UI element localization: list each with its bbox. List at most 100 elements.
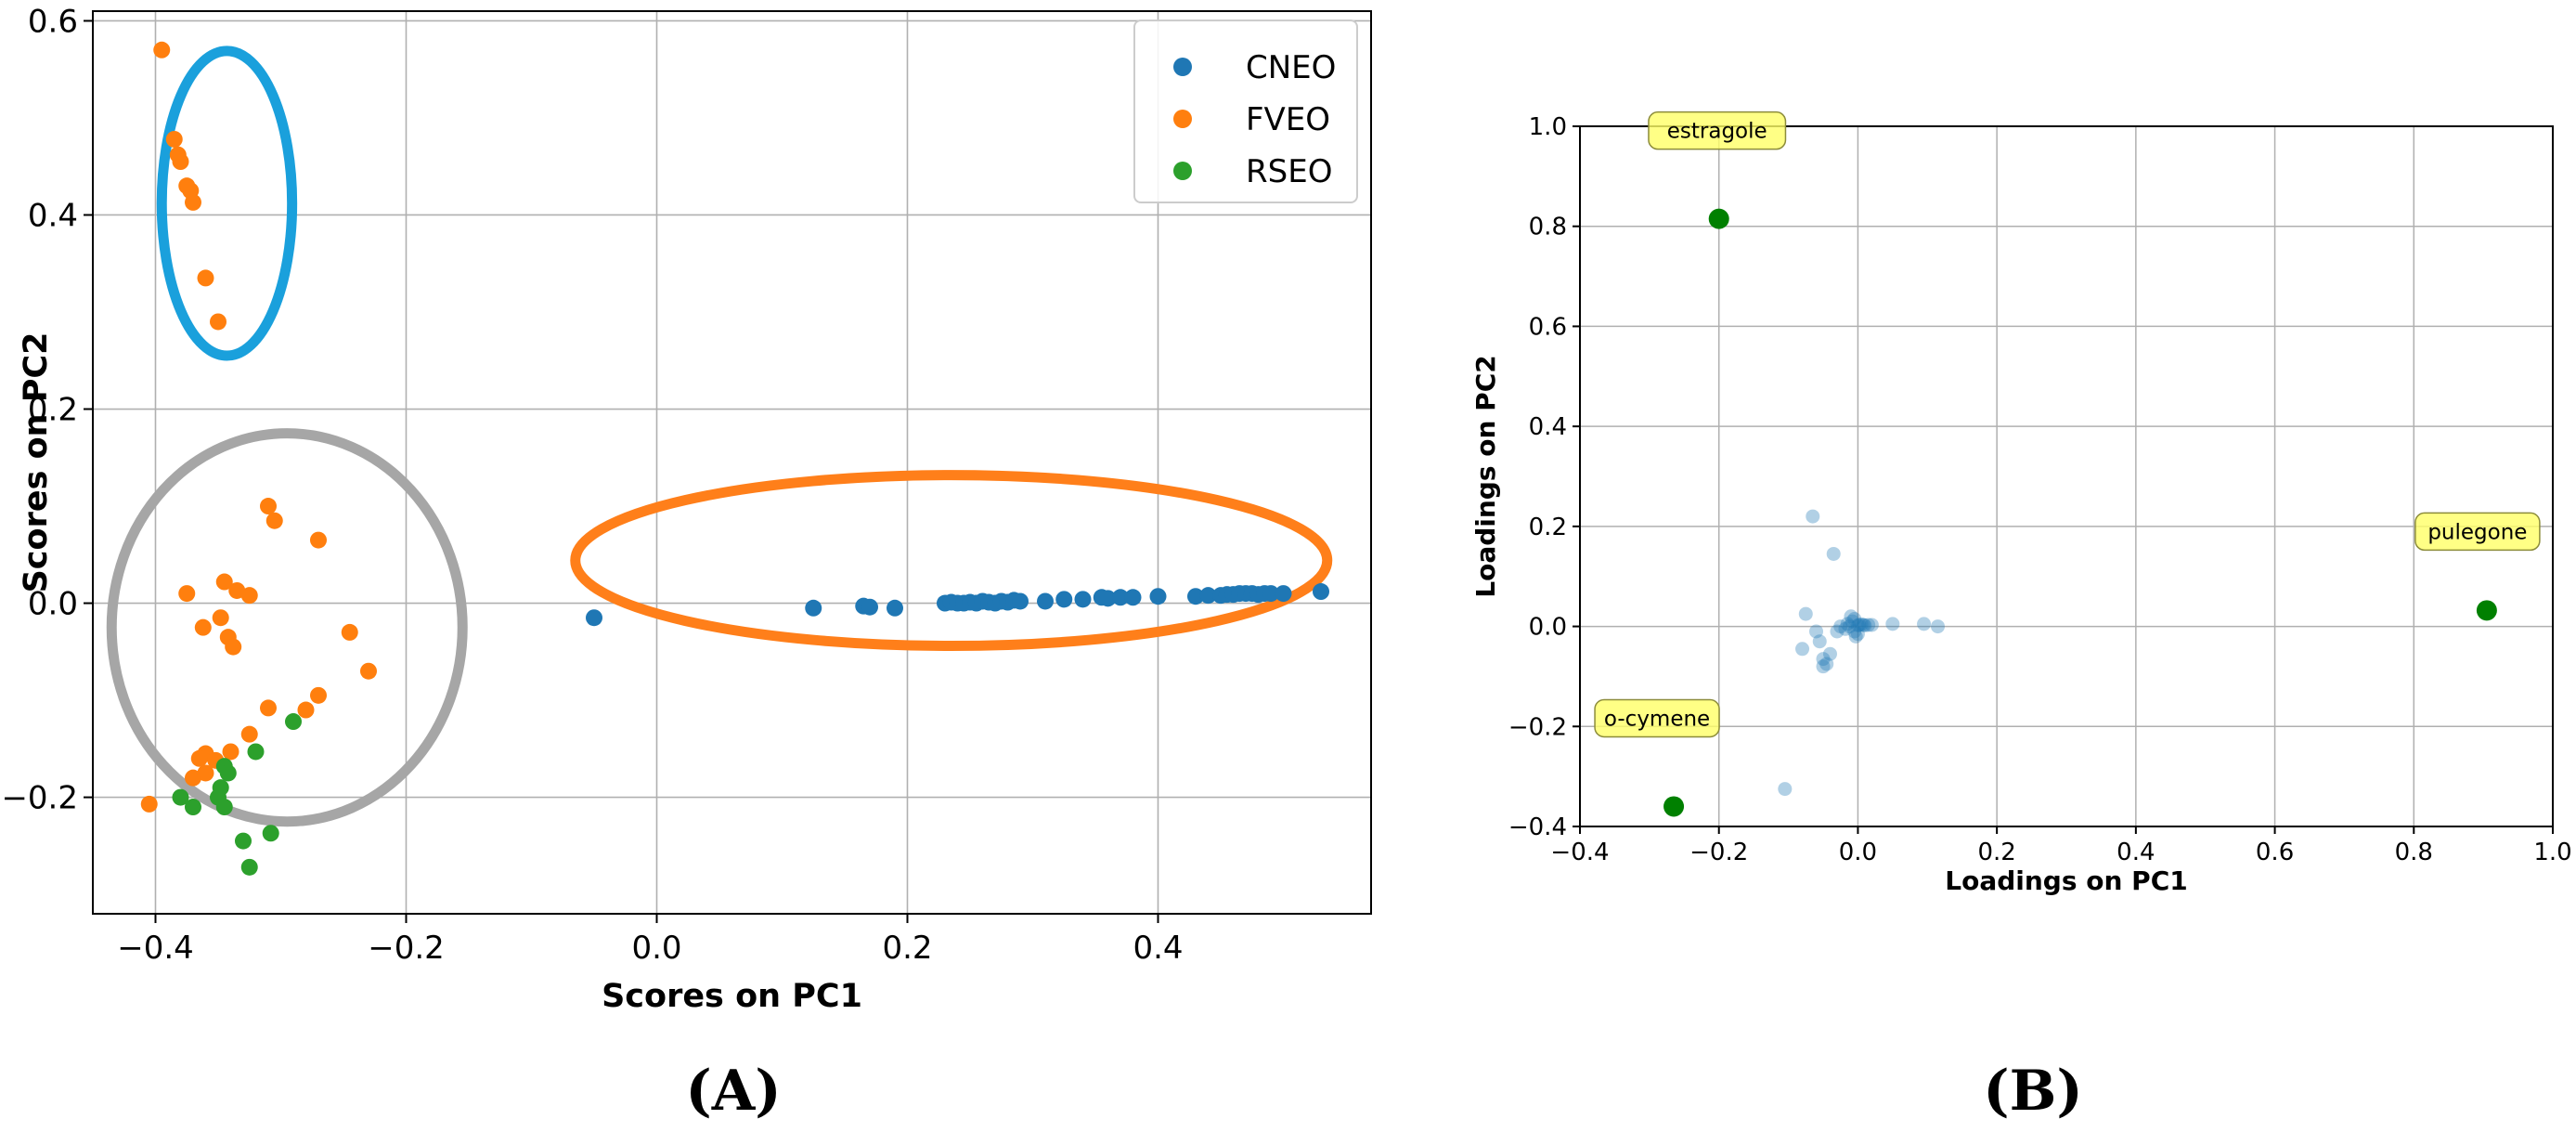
cluster-ellipse [156,46,298,361]
loading-point [1816,659,1831,674]
loading-point [1778,782,1793,797]
point-fveo [212,609,229,627]
point-fveo [240,725,258,743]
annotation-text: o-cymene [1604,707,1710,731]
panel-a-y-axis-label: Scores on PC2 [18,332,55,593]
point-fveo [225,638,242,656]
panel-b-x-axis-label: Loadings on PC1 [1945,865,2187,896]
point-rseo [240,858,258,876]
panel-b-label: (B) [1983,1059,2083,1124]
point-fveo [215,573,233,591]
point-rseo [219,764,237,782]
point-cneo [1037,592,1054,610]
point-fveo [310,686,327,704]
panel-b-y-tick-label: 0.6 [1529,313,1567,341]
panel-b-x-tick-label: 0.0 [1839,839,1877,866]
annotation-callout: o-cymene [1594,698,1720,738]
highlighted-loading-point [1663,796,1685,817]
point-rseo [247,743,265,761]
panel-a-y-tick-label: 0.6 [28,3,78,40]
annotation-box [1594,698,1720,738]
point-fveo [185,193,201,211]
legend-marker-rseo [1173,162,1192,180]
loading-point [1842,619,1857,634]
panel-b-x-tick-label: −0.4 [1550,839,1609,866]
point-fveo [172,153,189,170]
loading-point [1917,617,1932,631]
panel-b-tick-labels: −0.4 −0.2 0.0 0.2 0.4 0.6 0.8 1.0 −0.4 −0.2 0.0 0.2… [1508,113,2572,866]
panel-b-y-tick-label: −0.2 [1508,713,1567,741]
annotation-text: estragole [1667,120,1767,144]
loading-point [1848,629,1863,644]
panel-b-y-tick-label: −0.4 [1508,813,1567,841]
point-cneo [1112,589,1129,606]
cluster-ellipse [106,428,468,827]
panel-a-x-tick-label: 0.2 [882,930,932,967]
loading-point [1840,617,1855,631]
loading-point [1819,657,1834,671]
panel-b-annotations: estragole pulegone o-cymene [1594,111,2541,738]
loading-point [1822,646,1837,661]
loading-point [1845,614,1859,629]
point-cneo [586,609,602,627]
point-cneo [1124,589,1142,606]
point-cneo [1149,588,1167,605]
point-cneo [1262,585,1279,603]
panel-b-grid [1579,125,2554,827]
loading-point [1852,618,1867,632]
panel-b-chart: −0.4 −0.2 0.0 0.2 0.4 0.6 0.8 1.0 −0.4 −0.2 0.0 0.2… [1470,111,2572,1124]
point-fveo [341,623,358,641]
point-cneo [1187,588,1204,605]
panel-a-x-tick-label: 0.0 [631,930,681,967]
loading-point [1864,618,1879,632]
point-rseo [215,799,233,816]
point-fveo [222,743,239,761]
panel-a-cluster-ellipses [106,46,1333,827]
loading-point [1856,618,1871,632]
point-fveo [197,764,214,782]
panel-a-y-tick-label: 0.4 [28,197,78,234]
loading-point [1838,621,1853,636]
loading-point [1847,611,1862,626]
panel-b-x-tick-label: 0.2 [1977,839,2015,866]
point-fveo [297,701,315,719]
point-fveo [153,41,171,59]
panel-a-y-tick-label: 0.0 [28,586,78,623]
point-fveo [185,769,201,787]
panel-b-x-tick-label: 0.4 [2116,839,2155,866]
point-rseo [185,799,201,816]
point-rseo [172,788,189,806]
point-fveo [197,269,214,287]
panel-b-x-tick-label: 0.8 [2395,839,2433,866]
point-fveo [260,699,277,717]
annotation-callout: pulegone [2414,512,2541,552]
point-cneo [1199,587,1217,605]
loading-point [1809,624,1824,639]
panel-b-y-tick-label: 0.2 [1529,514,1567,541]
legend-label-rseo: RSEO [1246,153,1332,190]
legend-label-cneo: CNEO [1246,49,1336,86]
point-fveo [140,795,158,813]
point-fveo [240,587,258,605]
point-fveo [194,618,212,636]
panel-b-axes-frame [1579,125,2554,827]
panel-b-x-tick-label: 1.0 [2533,839,2571,866]
point-fveo [360,662,377,680]
panel-a-tick-labels: −0.4 −0.2 0.0 0.2 0.4 −0.2 0.0 0.2 0.4 0.6 [1,3,1183,967]
legend-marker-fveo [1173,110,1192,128]
annotation-callout: estragole [1648,111,1787,150]
loading-point [1847,624,1862,639]
loading-point [1830,624,1845,639]
loading-point [1806,509,1820,524]
loading-point [1850,618,1865,632]
panel-a-y-tick-label: 0.2 [28,392,78,429]
panel-a-x-axis-label: Scores on PC1 [602,978,862,1015]
point-rseo [285,713,302,731]
loading-point [1826,546,1841,561]
panel-b-y-tick-label: 0.4 [1529,413,1567,441]
loading-point [1885,617,1900,631]
panel-a-scatter-points [140,41,1329,876]
loading-point [1850,627,1865,642]
panel-a-x-tick-label: −0.2 [368,930,445,967]
loading-point [1833,619,1848,634]
